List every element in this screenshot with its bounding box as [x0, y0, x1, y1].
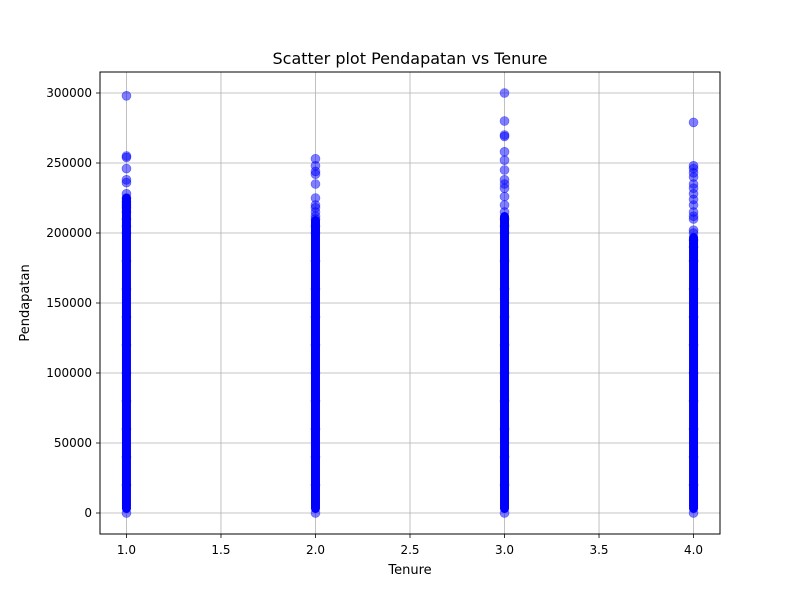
data-point: [310, 284, 321, 294]
x-tick-label: 1.0: [117, 543, 136, 557]
data-point: [499, 147, 510, 157]
data-point: [499, 340, 510, 350]
data-point: [688, 480, 699, 490]
data-point: [121, 396, 132, 406]
data-point: [499, 88, 510, 98]
x-tick-label: 2.0: [306, 543, 325, 557]
data-point: [688, 312, 699, 322]
data-point: [688, 452, 699, 462]
data-point: [310, 256, 321, 266]
data-point: [499, 424, 510, 434]
y-tick-label: 300000: [46, 86, 92, 100]
data-point: [121, 452, 132, 462]
data-point: [499, 312, 510, 322]
data-point: [688, 161, 699, 171]
y-axis-label: Pendapatan: [18, 264, 33, 341]
data-point: [688, 117, 699, 128]
data-point: [121, 284, 132, 294]
x-tick-label: 3.5: [589, 543, 608, 557]
chart-title: Scatter plot Pendapatan vs Tenure: [273, 49, 548, 68]
data-point: [499, 130, 510, 140]
data-point: [310, 424, 321, 434]
data-point: [688, 225, 699, 235]
data-point: [121, 480, 132, 490]
data-point: [688, 508, 699, 518]
y-tick-label: 50000: [54, 436, 92, 450]
data-point: [688, 424, 699, 434]
data-point: [121, 368, 132, 378]
x-tick-label: 4.0: [684, 543, 703, 557]
data-point: [310, 179, 321, 189]
data-point: [121, 175, 132, 185]
data-point: [121, 91, 132, 101]
dense-point-band: [121, 193, 131, 514]
data-point: [121, 189, 132, 199]
y-tick-label: 0: [84, 506, 92, 520]
points-layer: [121, 88, 699, 518]
x-tick-label: 1.5: [211, 543, 230, 557]
data-point: [688, 284, 699, 294]
data-point: [121, 151, 132, 161]
data-point: [310, 452, 321, 462]
y-tick-label: 250000: [46, 156, 92, 170]
data-point: [499, 284, 510, 294]
data-point: [499, 480, 510, 490]
data-point: [121, 312, 132, 322]
data-point: [499, 368, 510, 378]
data-point: [310, 368, 321, 378]
data-point: [499, 256, 510, 266]
data-point: [310, 154, 321, 164]
data-point: [121, 256, 132, 266]
tick-layer: 1.0 1.5 2.0 2.5 3.0 3.5 4.0 0 50000 100000 150000 2…: [46, 86, 703, 557]
x-axis-label: Tenure: [387, 563, 431, 578]
data-point: [310, 396, 321, 406]
data-point: [121, 424, 132, 434]
x-tick-label: 2.5: [400, 543, 419, 557]
data-point: [499, 200, 510, 210]
data-point: [499, 396, 510, 406]
data-point: [688, 256, 699, 266]
data-point: [310, 340, 321, 350]
data-point: [688, 396, 699, 406]
data-point: [688, 368, 699, 378]
data-point: [310, 508, 321, 518]
data-point: [688, 340, 699, 350]
data-point: [310, 480, 321, 490]
data-point: [499, 155, 510, 165]
data-point: [310, 193, 321, 203]
data-point: [121, 340, 132, 350]
grid-layer: [100, 72, 720, 534]
y-tick-label: 100000: [46, 366, 92, 380]
data-point: [121, 508, 132, 518]
x-tick-label: 3.0: [495, 543, 514, 557]
data-point: [499, 165, 510, 175]
data-point: [499, 191, 510, 202]
y-tick-label: 200000: [46, 226, 92, 240]
data-point: [499, 116, 510, 126]
data-point: [310, 312, 321, 322]
data-point: [499, 508, 510, 518]
data-point: [121, 163, 132, 174]
data-point: [499, 175, 510, 185]
data-point: [499, 452, 510, 462]
y-tick-label: 150000: [46, 296, 92, 310]
